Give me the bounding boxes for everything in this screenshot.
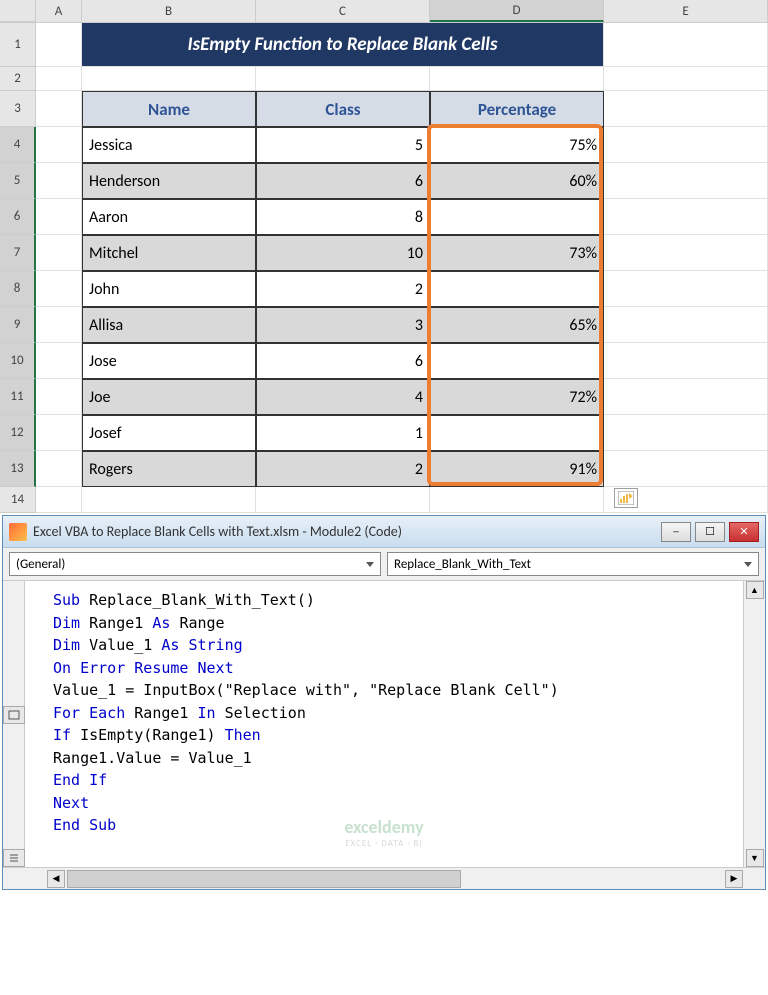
vba-editor-window: Excel VBA to Replace Blank Cells with Te…	[2, 515, 766, 890]
cell-percentage[interactable]	[430, 343, 604, 379]
quick-analysis-icon[interactable]	[614, 488, 638, 508]
row-header-6[interactable]: 6	[0, 199, 36, 235]
row-header-1[interactable]: 1	[0, 23, 36, 67]
vba-app-icon	[9, 523, 27, 541]
cell-percentage[interactable]	[430, 271, 604, 307]
column-headers-row: ABCDE	[0, 0, 768, 23]
column-header-b[interactable]: B	[82, 0, 256, 22]
vba-window-title: Excel VBA to Replace Blank Cells with Te…	[33, 523, 661, 540]
scroll-left-arrow[interactable]: ◀	[47, 870, 65, 888]
cell-name[interactable]: Allisa	[82, 307, 256, 343]
object-dropdown-value: (General)	[16, 557, 65, 572]
code-line: Range1.Value = Value_1	[53, 747, 739, 770]
cell-class[interactable]: 2	[256, 451, 430, 487]
cell-percentage[interactable]: 75%	[430, 127, 604, 163]
cells-area[interactable]: IsEmpty Function to Replace Blank Cells N…	[36, 23, 768, 513]
cell-class[interactable]: 10	[256, 235, 430, 271]
cell-percentage[interactable]: 72%	[430, 379, 604, 415]
cell-class[interactable]: 5	[256, 127, 430, 163]
cell-percentage[interactable]	[430, 199, 604, 235]
cell-percentage[interactable]: 91%	[430, 451, 604, 487]
procedure-dropdown[interactable]: Replace_Blank_With_Text	[387, 552, 759, 576]
row-header-7[interactable]: 7	[0, 235, 36, 271]
cell-name[interactable]: Henderson	[82, 163, 256, 199]
cell-class[interactable]: 4	[256, 379, 430, 415]
cell-class[interactable]: 8	[256, 199, 430, 235]
cell-name[interactable]: John	[82, 271, 256, 307]
table-header-class[interactable]: Class	[256, 91, 430, 127]
title-banner[interactable]: IsEmpty Function to Replace Blank Cells	[82, 23, 604, 67]
full-module-view-button[interactable]	[3, 706, 25, 724]
scroll-thumb[interactable]	[67, 870, 461, 888]
cell-percentage[interactable]: 73%	[430, 235, 604, 271]
row-header-4[interactable]: 4	[0, 127, 36, 163]
vba-titlebar[interactable]: Excel VBA to Replace Blank Cells with Te…	[3, 516, 765, 548]
object-dropdown[interactable]: (General)	[9, 552, 381, 576]
row-header-3[interactable]: 3	[0, 91, 36, 127]
row-header-13[interactable]: 13	[0, 451, 36, 487]
scroll-up-arrow[interactable]: ▲	[746, 581, 764, 599]
cell-percentage[interactable]	[430, 415, 604, 451]
code-line: Sub Replace_Blank_With_Text()	[53, 589, 739, 612]
code-line: On Error Resume Next	[53, 657, 739, 680]
code-line: Dim Value_1 As String	[53, 634, 739, 657]
cell-name[interactable]: Jose	[82, 343, 256, 379]
maximize-button[interactable]: ☐	[695, 522, 725, 542]
code-line: If IsEmpty(Range1) Then	[53, 724, 739, 747]
cell-class[interactable]: 6	[256, 163, 430, 199]
cell-class[interactable]: 2	[256, 271, 430, 307]
cell-class[interactable]: 3	[256, 307, 430, 343]
vertical-scrollbar[interactable]: ▲ ▼	[743, 581, 765, 867]
column-header-d[interactable]: D	[430, 0, 604, 22]
cell-name[interactable]: Josef	[82, 415, 256, 451]
horizontal-scrollbar[interactable]: ◀ ▶	[3, 867, 765, 889]
cell-name[interactable]: Mitchel	[82, 235, 256, 271]
row-header-12[interactable]: 12	[0, 415, 36, 451]
procedure-view-button[interactable]	[3, 849, 25, 867]
cell-percentage[interactable]: 60%	[430, 163, 604, 199]
row-header-9[interactable]: 9	[0, 307, 36, 343]
code-line: Next	[53, 792, 739, 815]
row-header-2[interactable]: 2	[0, 67, 36, 91]
cell-name[interactable]: Joe	[82, 379, 256, 415]
excel-grid: ABCDE 1234567891011121314 IsEmpty Functi…	[0, 0, 768, 513]
column-header-a[interactable]: A	[36, 0, 82, 22]
close-button[interactable]: ✕	[729, 522, 759, 542]
column-header-c[interactable]: C	[256, 0, 430, 22]
code-area: Sub Replace_Blank_With_Text()Dim Range1 …	[3, 581, 765, 867]
cell-name[interactable]: Jessica	[82, 127, 256, 163]
scroll-down-arrow[interactable]: ▼	[746, 849, 764, 867]
code-line: For Each Range1 In Selection	[53, 702, 739, 725]
row-header-5[interactable]: 5	[0, 163, 36, 199]
minimize-button[interactable]: ─	[661, 522, 691, 542]
row-header-10[interactable]: 10	[0, 343, 36, 379]
row-header-14[interactable]: 14	[0, 487, 36, 513]
scroll-right-arrow[interactable]: ▶	[725, 870, 743, 888]
row-header-8[interactable]: 8	[0, 271, 36, 307]
code-content[interactable]: Sub Replace_Blank_With_Text()Dim Range1 …	[25, 581, 743, 867]
row-headers: 1234567891011121314	[0, 23, 36, 513]
cell-class[interactable]: 1	[256, 415, 430, 451]
procedure-dropdown-value: Replace_Blank_With_Text	[394, 557, 531, 572]
column-header-e[interactable]: E	[604, 0, 768, 22]
cell-name[interactable]: Aaron	[82, 199, 256, 235]
table-header-name[interactable]: Name	[82, 91, 256, 127]
code-line: Dim Range1 As Range	[53, 612, 739, 635]
code-line: End Sub	[53, 814, 739, 837]
cell-percentage[interactable]: 65%	[430, 307, 604, 343]
row-header-11[interactable]: 11	[0, 379, 36, 415]
code-line: End If	[53, 769, 739, 792]
vba-dropdown-bar: (General) Replace_Blank_With_Text	[3, 548, 765, 581]
code-line: Value_1 = InputBox("Replace with", "Repl…	[53, 679, 739, 702]
table-header-percentage[interactable]: Percentage	[430, 91, 604, 127]
cell-name[interactable]: Rogers	[82, 451, 256, 487]
cell-class[interactable]: 6	[256, 343, 430, 379]
select-all-corner[interactable]	[0, 0, 36, 22]
code-gutter	[3, 581, 25, 867]
